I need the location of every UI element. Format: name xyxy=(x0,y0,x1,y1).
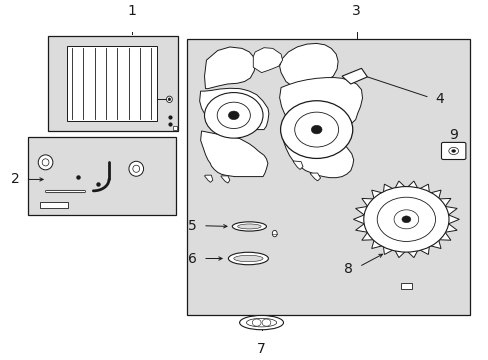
Polygon shape xyxy=(341,68,366,84)
Ellipse shape xyxy=(272,230,277,237)
Ellipse shape xyxy=(232,222,266,231)
Polygon shape xyxy=(279,44,337,87)
Polygon shape xyxy=(281,124,353,178)
Ellipse shape xyxy=(129,161,143,176)
Text: 8: 8 xyxy=(343,262,352,276)
Text: 5: 5 xyxy=(187,219,196,233)
Polygon shape xyxy=(353,181,458,258)
Bar xyxy=(400,283,411,289)
Polygon shape xyxy=(293,161,303,170)
Polygon shape xyxy=(200,131,267,177)
Polygon shape xyxy=(204,47,255,89)
Bar xyxy=(66,46,157,121)
Polygon shape xyxy=(310,173,320,181)
Ellipse shape xyxy=(401,216,410,223)
Ellipse shape xyxy=(246,318,276,327)
Ellipse shape xyxy=(239,315,283,330)
Text: 4: 4 xyxy=(435,92,444,106)
Ellipse shape xyxy=(363,186,448,252)
Bar xyxy=(186,40,469,315)
Polygon shape xyxy=(253,48,282,73)
Polygon shape xyxy=(221,176,229,183)
Text: 7: 7 xyxy=(257,342,265,356)
Text: 1: 1 xyxy=(128,4,137,18)
Ellipse shape xyxy=(448,147,458,154)
Text: 6: 6 xyxy=(187,252,196,266)
Bar xyxy=(27,137,176,215)
Ellipse shape xyxy=(237,224,261,229)
Polygon shape xyxy=(279,78,362,123)
Text: 3: 3 xyxy=(351,4,360,18)
Ellipse shape xyxy=(166,96,172,103)
Ellipse shape xyxy=(217,102,250,129)
Text: 9: 9 xyxy=(448,128,457,142)
Ellipse shape xyxy=(204,93,263,138)
Ellipse shape xyxy=(294,112,338,147)
Ellipse shape xyxy=(280,101,352,158)
Ellipse shape xyxy=(133,165,140,172)
Ellipse shape xyxy=(42,159,49,166)
Ellipse shape xyxy=(228,111,239,120)
Ellipse shape xyxy=(252,319,261,326)
Text: 2: 2 xyxy=(11,172,20,186)
Ellipse shape xyxy=(168,98,170,101)
Bar xyxy=(48,36,177,131)
Ellipse shape xyxy=(311,125,322,134)
Ellipse shape xyxy=(262,319,270,326)
Ellipse shape xyxy=(393,210,418,229)
Polygon shape xyxy=(199,88,268,130)
Ellipse shape xyxy=(451,149,455,152)
Bar xyxy=(40,202,68,208)
Ellipse shape xyxy=(38,155,53,170)
Ellipse shape xyxy=(376,197,435,242)
Polygon shape xyxy=(204,175,212,182)
Ellipse shape xyxy=(233,255,263,262)
FancyBboxPatch shape xyxy=(441,143,465,159)
Ellipse shape xyxy=(228,252,268,265)
